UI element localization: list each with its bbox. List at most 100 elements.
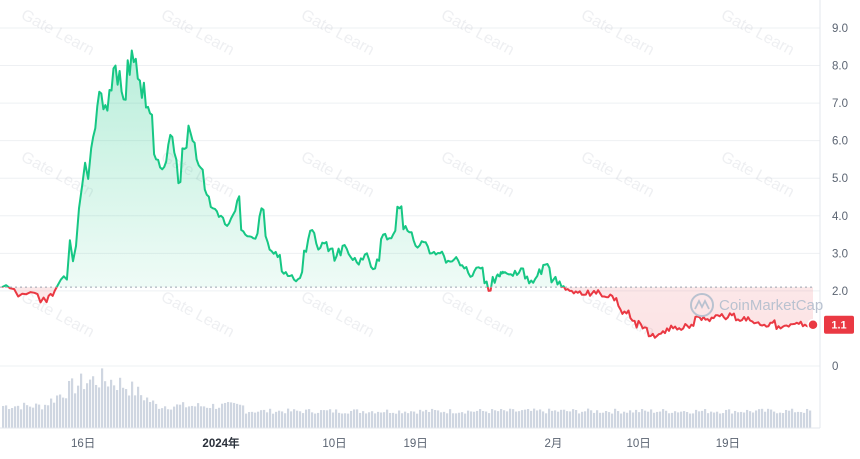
volume-bar bbox=[785, 409, 788, 428]
volume-bar bbox=[233, 402, 236, 428]
y-tick-label: 5.0 bbox=[832, 173, 848, 185]
watermark-text: Gate Learn bbox=[718, 149, 797, 202]
volume-bar bbox=[572, 409, 575, 428]
volume-bar bbox=[620, 413, 623, 428]
volume-bar bbox=[155, 403, 158, 428]
volume-bar bbox=[98, 387, 101, 428]
volume-bar bbox=[116, 390, 119, 428]
volume-bar bbox=[59, 394, 62, 428]
volume-bar bbox=[554, 410, 557, 428]
volume-bar bbox=[506, 411, 509, 428]
volume-bar bbox=[527, 408, 530, 428]
volume-bar bbox=[599, 412, 602, 428]
volume-bar bbox=[86, 383, 89, 428]
volume-bar bbox=[284, 413, 287, 428]
volume-bar bbox=[458, 412, 461, 428]
volume-bar bbox=[749, 411, 752, 428]
volume-bar bbox=[434, 410, 437, 428]
series-line-down bbox=[2, 287, 814, 339]
volume-bar bbox=[587, 408, 590, 428]
volume-bar bbox=[521, 410, 524, 428]
watermark-text: Gate Learn bbox=[158, 7, 237, 60]
volume-bar bbox=[197, 403, 200, 428]
volume-bar bbox=[719, 413, 722, 428]
volume-bar bbox=[302, 413, 305, 428]
volume-bar bbox=[644, 410, 647, 428]
volume-bar bbox=[662, 409, 665, 428]
volume-bar bbox=[788, 410, 791, 428]
y-tick-label: 6.0 bbox=[832, 136, 848, 148]
volume-bar bbox=[35, 403, 38, 428]
volume-bar bbox=[455, 413, 458, 428]
volume-bar bbox=[635, 409, 638, 428]
volume-bar bbox=[344, 413, 347, 428]
volume-bar bbox=[20, 409, 23, 428]
volume-bar bbox=[803, 412, 806, 428]
watermark-text: Gate Learn bbox=[578, 149, 657, 202]
volume-bar bbox=[137, 386, 140, 428]
volume-bar bbox=[443, 411, 446, 428]
volume-bar bbox=[728, 409, 731, 428]
volume-bar bbox=[779, 412, 782, 428]
volume-bar bbox=[809, 410, 812, 428]
watermark-text: Gate Learn bbox=[158, 289, 237, 342]
current-price-dot bbox=[807, 318, 819, 331]
watermark-text: Gate Learn bbox=[578, 7, 657, 60]
volume-bar bbox=[575, 409, 578, 428]
volume-bar bbox=[341, 413, 344, 428]
volume-bar bbox=[371, 411, 374, 428]
volume-bar bbox=[680, 411, 683, 428]
volume-bar bbox=[623, 411, 626, 428]
volume-bar bbox=[758, 409, 761, 428]
volume-bar bbox=[50, 398, 53, 428]
volume-bar bbox=[317, 412, 320, 428]
volume-bar bbox=[41, 409, 44, 428]
volume-bar bbox=[698, 411, 701, 428]
volume-bar bbox=[140, 395, 143, 428]
volume-bar bbox=[311, 412, 314, 428]
volume-bar bbox=[212, 403, 215, 428]
volume-bar bbox=[71, 378, 74, 428]
watermark-text: Gate Learn bbox=[298, 289, 377, 342]
volume-bar bbox=[452, 413, 455, 428]
volume-bar bbox=[65, 398, 68, 428]
watermark-text: Gate Learn bbox=[438, 289, 517, 342]
volume-bar bbox=[383, 412, 386, 428]
volume-bar bbox=[83, 389, 86, 428]
volume-bar bbox=[701, 410, 704, 428]
volume-bar bbox=[614, 408, 617, 428]
volume-bar bbox=[278, 410, 281, 428]
x-tick-label: 2月 bbox=[545, 438, 563, 450]
volume-bar bbox=[473, 411, 476, 428]
volume-bar bbox=[386, 409, 389, 428]
volume-bar bbox=[551, 410, 554, 428]
volume-bar bbox=[80, 373, 83, 428]
volume-bar bbox=[305, 409, 308, 428]
volume-bar bbox=[674, 411, 677, 428]
volume-bar bbox=[461, 412, 464, 428]
volume-bar bbox=[602, 412, 605, 428]
volume-bar bbox=[746, 409, 749, 428]
volume-bar bbox=[179, 404, 182, 428]
volume-bar bbox=[419, 409, 422, 428]
volume-bar bbox=[650, 409, 653, 428]
volume-bar bbox=[329, 409, 332, 428]
volume-bar bbox=[686, 412, 689, 428]
volume-bar bbox=[68, 380, 71, 428]
volume-bar bbox=[503, 410, 506, 428]
volume-bar bbox=[266, 412, 269, 428]
volume-bar bbox=[569, 411, 572, 428]
volume-bar bbox=[638, 412, 641, 428]
volume-bar bbox=[347, 413, 350, 428]
volume-bar bbox=[518, 411, 521, 428]
volume-bar bbox=[545, 413, 548, 428]
volume-bar bbox=[8, 409, 11, 428]
watermark-text: Gate Learn bbox=[438, 149, 517, 202]
volume-bar bbox=[245, 413, 248, 428]
brand-logo: CoinMarketCap bbox=[690, 293, 823, 317]
volume-bar bbox=[740, 411, 743, 428]
volume-bar bbox=[365, 413, 368, 428]
volume-bar bbox=[392, 412, 395, 428]
volume-bar bbox=[152, 400, 155, 428]
volume-bar bbox=[38, 404, 41, 428]
